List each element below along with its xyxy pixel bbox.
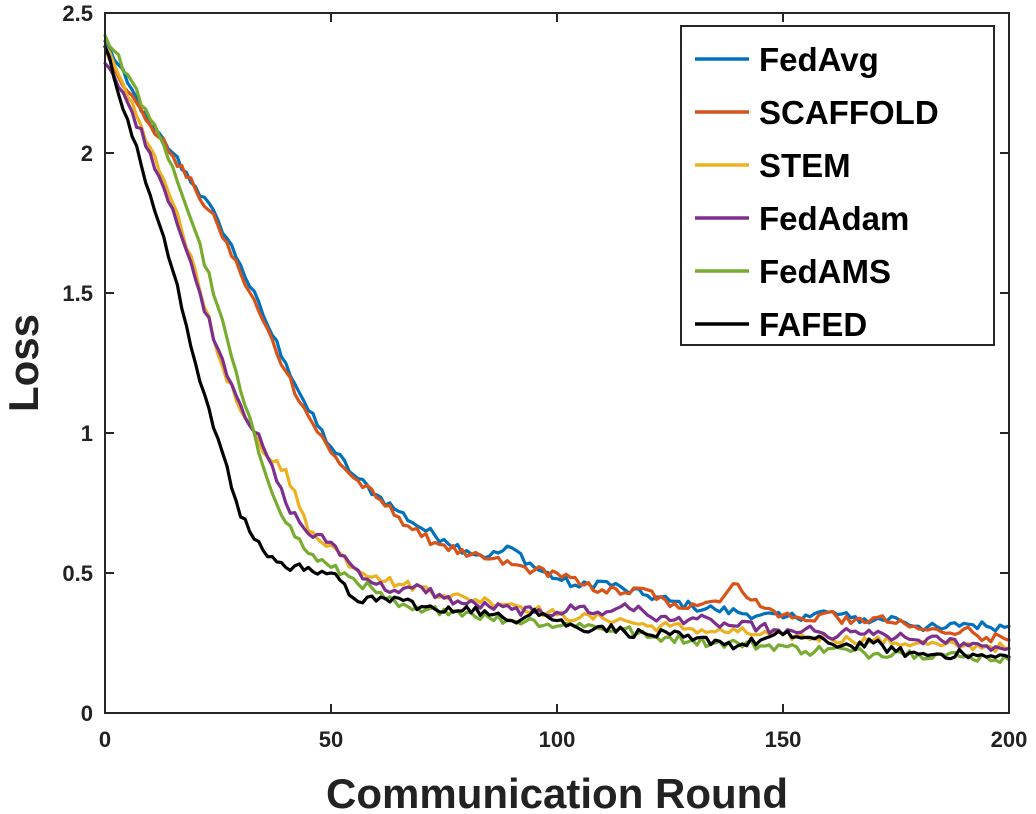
legend-box — [680, 25, 995, 346]
series-line-fedavg — [103, 39, 1011, 633]
x-axis-label: Communication Round — [326, 770, 788, 814]
x-tick-label: 200 — [991, 727, 1028, 752]
y-axis-label: Loss — [0, 314, 47, 412]
legend-label-fedavg: FedAvg — [759, 41, 879, 78]
legend-label-stem: STEM — [759, 147, 851, 184]
series-line-fedams — [103, 33, 1011, 665]
x-tick-label: 0 — [99, 727, 111, 752]
series-line-fafed — [103, 45, 1011, 661]
ticks-layer: 0 50 100 150 200 0 0.5 1 1.5 2 2.5 — [62, 1, 1027, 752]
series-layer — [103, 33, 1011, 665]
legend-label-fedams: FedAMS — [759, 253, 891, 290]
legend-label-fedadam: FedAdam — [759, 200, 909, 237]
x-tick-label: 50 — [319, 727, 343, 752]
y-tick-label: 2 — [81, 141, 93, 166]
y-tick-label: 0 — [81, 701, 93, 726]
y-tick-label: 2.5 — [62, 1, 93, 26]
legend: FedAvg SCAFFOLD STEM FedAdam FedAMS FAFED — [680, 25, 995, 346]
y-tick-label: 1 — [81, 421, 93, 446]
x-tick-label: 150 — [765, 727, 802, 752]
legend-label-fafed: FAFED — [759, 306, 867, 343]
y-tick-label: 1.5 — [62, 281, 93, 306]
legend-label-scaffold: SCAFFOLD — [759, 94, 939, 131]
series-line-scaffold — [103, 45, 1011, 644]
x-tick-label: 100 — [539, 727, 576, 752]
y-tick-label: 0.5 — [62, 561, 93, 586]
